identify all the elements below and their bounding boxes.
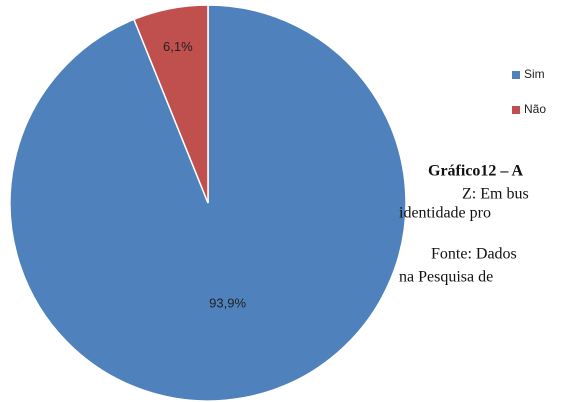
legend-swatch xyxy=(512,106,520,114)
legend-swatch xyxy=(512,71,520,79)
data-label: 6,1% xyxy=(163,39,193,54)
caption-line: Gráfico12 – A xyxy=(428,163,524,180)
legend-label: Sim xyxy=(524,67,545,81)
legend-label: Não xyxy=(524,102,546,116)
data-label: 93,9% xyxy=(209,296,246,311)
caption-line: Fonte: Dados xyxy=(431,246,517,263)
caption-line: identidade pro xyxy=(399,205,491,222)
caption-line: na Pesquisa de xyxy=(399,269,493,286)
pie-slice xyxy=(132,4,209,204)
caption-line: Z: Em bus xyxy=(462,186,529,203)
